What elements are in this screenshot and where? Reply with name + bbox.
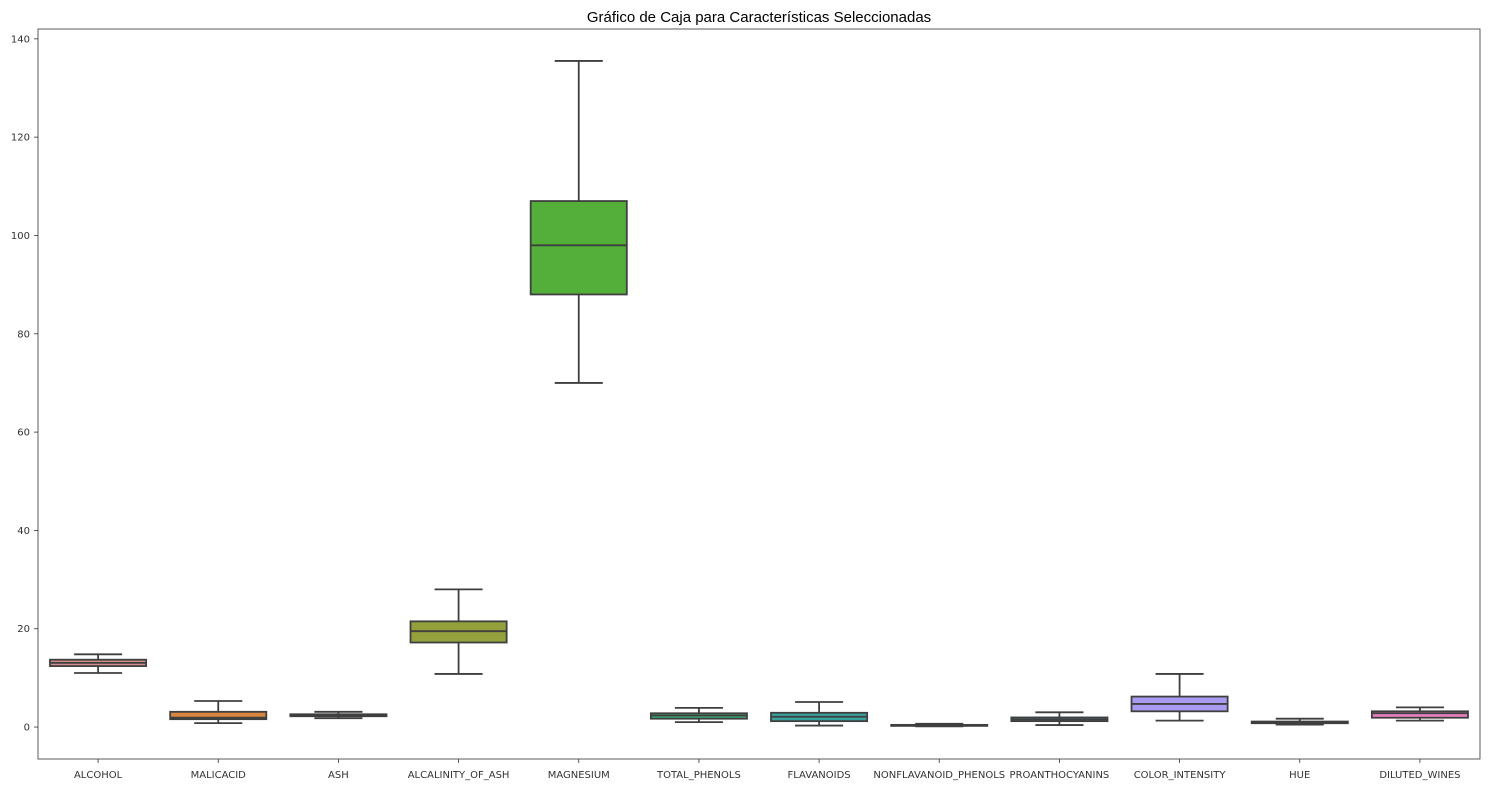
x-tick-label: ALCOHOL: [74, 770, 123, 781]
x-tick-label: MALICACID: [191, 770, 247, 781]
box-iqr: [1370, 710, 1469, 719]
box-iqr: [529, 200, 628, 296]
y-tick-label: 120: [11, 133, 30, 144]
box-flavanoids: [770, 701, 869, 727]
y-tick-label: 20: [17, 624, 30, 635]
x-tick-label: COLOR_INTENSITY: [1134, 770, 1227, 781]
box-color-intensity: [1130, 673, 1229, 722]
x-axis: ALCOHOL MALICACID ASH ALCALINITY_OF_ASH MAGN…: [74, 759, 1460, 781]
box-alcalinity-of-ash: [409, 588, 508, 675]
box-proanthocyanins: [1010, 711, 1109, 726]
x-tick-label: FLAVANOIDS: [788, 770, 851, 781]
box-hue: [1250, 717, 1349, 726]
y-axis: 0 20 40 60 80 100 120 140: [11, 34, 38, 734]
y-tick-label: 100: [11, 231, 30, 242]
y-tick-label: 80: [17, 329, 30, 340]
x-tick-label: ALCALINITY_OF_ASH: [408, 770, 510, 781]
box-series: [49, 60, 1469, 728]
plot-area-frame: [37, 28, 1481, 760]
box-nonflavanoid-phenols: [890, 722, 989, 728]
box-total-phenols: [649, 706, 748, 724]
x-tick-label: MAGNESIUM: [548, 770, 610, 781]
x-tick-label: HUE: [1289, 770, 1310, 781]
y-tick-label: 0: [24, 723, 30, 734]
y-tick-label: 140: [11, 34, 30, 45]
box-diluted-wines: [1370, 706, 1469, 722]
x-tick-label: TOTAL_PHENOLS: [656, 770, 741, 781]
chart-title: Gráfico de Caja para Características Sel…: [587, 9, 931, 26]
x-tick-label: NONFLAVANOID_PHENOLS: [873, 770, 1005, 781]
box-magnesium: [529, 60, 628, 384]
y-tick-label: 40: [17, 526, 30, 537]
x-tick-label: DILUTED_WINES: [1379, 770, 1460, 781]
box-alcohol: [49, 653, 148, 674]
box-malicacid: [169, 700, 268, 725]
x-tick-label: ASH: [328, 770, 349, 781]
y-tick-label: 60: [17, 428, 30, 439]
box-ash: [289, 710, 388, 720]
x-tick-label: PROANTHOCYANINS: [1010, 770, 1110, 781]
box-iqr: [169, 710, 268, 721]
